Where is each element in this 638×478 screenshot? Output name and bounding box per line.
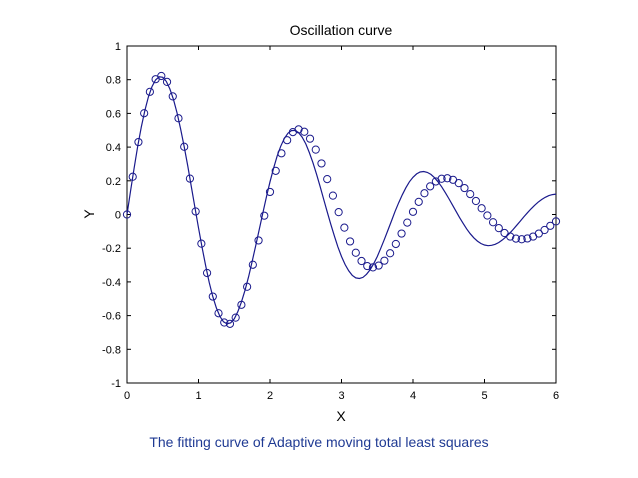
data-point-marker: [523, 234, 532, 243]
data-point-marker: [311, 145, 320, 154]
y-tick-label: -1: [111, 378, 121, 390]
data-point-marker: [511, 234, 521, 243]
data-point-marker: [145, 87, 154, 96]
data-point-marker: [374, 261, 383, 270]
data-point-marker: [380, 256, 389, 265]
data-point-marker: [294, 125, 303, 134]
data-point-marker: [265, 187, 275, 197]
data-point-marker: [277, 149, 286, 158]
x-axis-label: X: [336, 408, 346, 424]
data-point-marker: [271, 166, 280, 175]
y-tick-label: -0.8: [102, 344, 121, 356]
data-point-marker: [403, 218, 412, 227]
y-tick-label: 0.4: [106, 142, 121, 154]
data-point-marker: [328, 191, 338, 200]
data-point-marker: [162, 77, 172, 86]
data-point-marker: [254, 236, 263, 245]
data-point-marker: [551, 217, 561, 226]
data-point-marker: [191, 207, 200, 216]
data-point-marker: [477, 204, 486, 213]
y-tick-label: -0.4: [102, 277, 121, 289]
data-point-marker: [128, 172, 137, 181]
data-point-marker: [122, 210, 132, 219]
data-point-marker: [426, 182, 435, 191]
data-point-marker: [488, 218, 498, 227]
data-point-marker: [185, 174, 195, 183]
y-tick-label: 0.6: [106, 108, 121, 120]
data-point-marker: [300, 127, 309, 136]
data-point-marker: [466, 190, 475, 199]
data-point-marker: [231, 313, 240, 322]
x-tick-label: 3: [338, 390, 344, 402]
data-point-marker: [237, 300, 246, 309]
figure-caption: The fitting curve of Adaptive moving tot…: [149, 434, 489, 450]
y-tick-label: 0: [115, 210, 121, 222]
x-tick-label: 5: [481, 390, 487, 402]
y-axis-label: Y: [81, 209, 97, 219]
data-point-marker: [345, 237, 355, 246]
data-point-marker: [534, 229, 543, 238]
data-point-marker: [197, 239, 206, 248]
data-point-marker: [454, 179, 463, 188]
data-point-marker: [397, 229, 406, 238]
data-point-marker: [546, 221, 555, 230]
data-point-marker: [220, 318, 229, 327]
data-point-marker: [351, 248, 360, 257]
data-point-marker: [437, 174, 446, 183]
y-tick-label: 0.2: [106, 176, 121, 188]
data-point-marker: [323, 175, 332, 184]
data-point-marker: [506, 232, 515, 241]
y-tick-label: 1: [115, 41, 121, 53]
data-point-marker: [500, 228, 509, 238]
data-point-marker: [243, 282, 252, 291]
data-point-marker: [517, 235, 526, 244]
data-point-marker: [157, 71, 166, 81]
chart-title: Oscillation curve: [290, 22, 393, 38]
x-tick-label: 6: [553, 390, 559, 402]
data-point-marker: [460, 183, 469, 193]
data-point-marker: [180, 142, 189, 151]
data-point-marker: [368, 263, 378, 272]
data-point-marker: [471, 196, 481, 206]
data-point-marker: [334, 208, 343, 217]
x-tick-label: 0: [124, 390, 130, 402]
data-point-marker: [494, 224, 503, 233]
data-point-marker: [420, 189, 429, 198]
data-point-marker: [483, 211, 492, 220]
data-point-marker: [363, 261, 372, 271]
data-point-marker: [174, 114, 183, 123]
x-axis-ticks: 0 1 2 3 4 5 6: [124, 46, 559, 402]
data-point-marker: [391, 239, 400, 249]
y-axis-ticks: 1 0.8 0.6 0.4 0.2 0 -0.2 -0.4 -0.6 -0.8 -1: [102, 41, 556, 390]
data-point-marker: [443, 174, 452, 183]
data-point-marker: [140, 109, 149, 118]
data-point-marker: [340, 223, 349, 232]
x-tick-label: 1: [195, 390, 201, 402]
data-point-marker: [408, 207, 418, 216]
data-point-marker: [225, 319, 235, 328]
fitted-curve-layer: [126, 76, 557, 325]
data-point-marker: [134, 137, 143, 147]
data-point-marker: [214, 309, 223, 318]
data-point-marker: [386, 249, 395, 258]
data-point-marker: [260, 211, 269, 220]
data-point-marker: [317, 159, 326, 168]
x-tick-label: 2: [267, 390, 273, 402]
data-point-marker: [202, 268, 212, 278]
fitted-curve-line: [126, 76, 557, 325]
data-markers-layer: [122, 71, 561, 328]
data-point-marker: [283, 136, 292, 145]
y-tick-label: -0.6: [102, 311, 121, 323]
y-tick-label: -0.2: [102, 243, 121, 255]
x-tick-label: 4: [410, 390, 416, 402]
data-point-marker: [248, 260, 257, 269]
data-point-marker: [208, 292, 217, 301]
data-point-marker: [357, 256, 366, 266]
data-point-marker: [305, 134, 315, 143]
data-point-marker: [168, 92, 177, 101]
y-tick-label: 0.8: [106, 75, 121, 87]
data-point-marker: [414, 197, 423, 206]
data-point-marker: [540, 225, 549, 235]
